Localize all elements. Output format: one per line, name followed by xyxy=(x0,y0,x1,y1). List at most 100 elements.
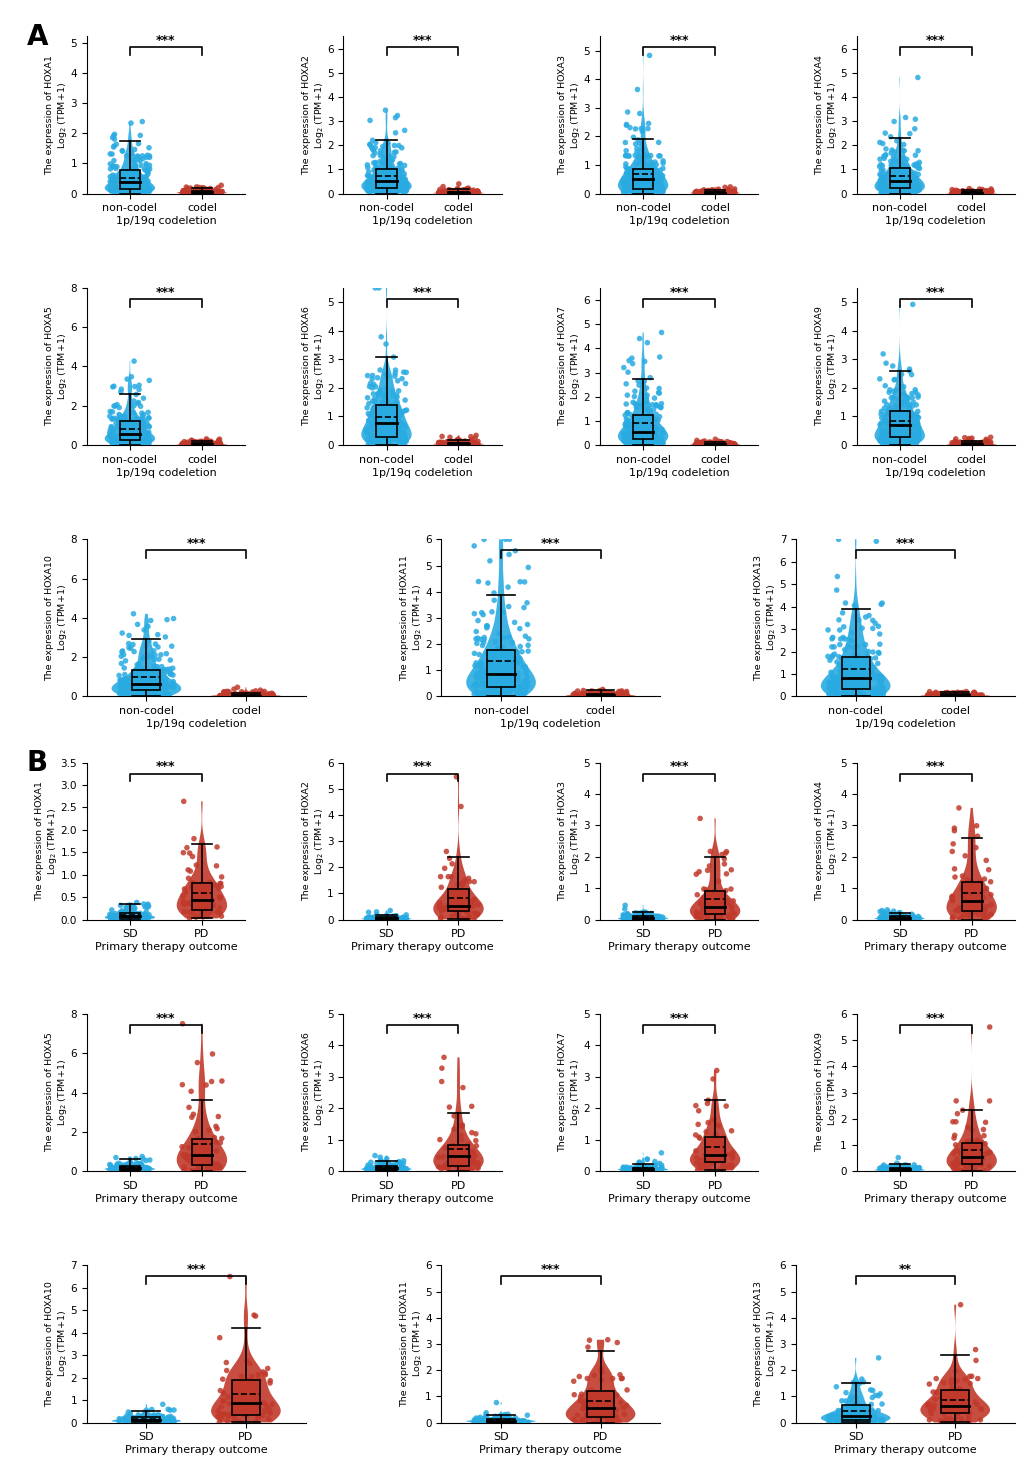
Point xyxy=(359,1157,375,1180)
Point xyxy=(137,1411,153,1434)
Point xyxy=(363,906,379,929)
Point xyxy=(389,906,406,929)
Point xyxy=(182,177,199,200)
Point xyxy=(433,875,449,899)
Point xyxy=(440,432,457,455)
Point xyxy=(126,169,143,193)
Point xyxy=(881,150,898,174)
Point xyxy=(646,1150,662,1173)
Point xyxy=(117,160,133,184)
Point xyxy=(432,432,448,455)
Point xyxy=(103,178,119,201)
Point xyxy=(466,902,482,925)
Point xyxy=(463,890,479,913)
Point xyxy=(853,1367,869,1390)
Point xyxy=(382,1158,398,1182)
Point xyxy=(122,1402,139,1425)
Point xyxy=(436,182,452,206)
Point xyxy=(164,1408,180,1431)
Point xyxy=(623,179,639,203)
Point xyxy=(688,430,704,454)
Point xyxy=(704,1068,720,1091)
Point xyxy=(631,907,647,931)
Point xyxy=(393,907,410,931)
Point xyxy=(726,433,742,457)
Point xyxy=(105,175,121,198)
Point xyxy=(960,182,976,206)
Point xyxy=(451,181,468,204)
Point xyxy=(689,430,705,454)
Point xyxy=(182,433,199,457)
Point xyxy=(109,169,125,193)
Point xyxy=(958,1156,974,1179)
Point xyxy=(448,432,465,455)
Point xyxy=(396,426,413,449)
Point xyxy=(620,144,636,168)
Point xyxy=(248,683,264,706)
Point xyxy=(494,626,511,649)
Point xyxy=(364,368,380,391)
Point xyxy=(875,905,892,928)
Point xyxy=(503,1409,520,1433)
Point xyxy=(909,163,925,187)
Point xyxy=(884,423,901,446)
Point xyxy=(722,897,739,921)
Point xyxy=(381,1157,397,1180)
Point xyxy=(137,420,153,444)
Text: ***: *** xyxy=(540,537,560,550)
Point xyxy=(832,658,848,681)
Point xyxy=(591,1408,607,1431)
Point xyxy=(713,433,730,457)
Point xyxy=(440,181,457,204)
Point xyxy=(514,641,530,664)
Point xyxy=(142,684,158,708)
Point xyxy=(639,172,655,196)
Point xyxy=(213,181,229,204)
Point xyxy=(922,1402,938,1425)
Point xyxy=(199,179,215,203)
Point xyxy=(895,175,911,198)
Point xyxy=(136,619,152,642)
Point xyxy=(882,903,899,926)
Point xyxy=(211,1404,227,1427)
Point xyxy=(465,674,481,697)
Point xyxy=(905,169,921,193)
Point xyxy=(438,433,454,457)
Point xyxy=(376,394,392,417)
Point xyxy=(367,907,383,931)
Point xyxy=(398,398,415,422)
Point xyxy=(189,181,205,204)
Point xyxy=(847,670,863,693)
Point xyxy=(120,172,137,196)
Point xyxy=(138,430,154,454)
Point xyxy=(448,1156,465,1179)
Point xyxy=(852,673,868,696)
Point xyxy=(197,432,213,455)
Point xyxy=(362,175,378,198)
Point xyxy=(695,877,711,900)
Point xyxy=(944,1110,960,1134)
Point xyxy=(360,900,376,924)
Point xyxy=(886,1160,902,1183)
Point xyxy=(449,179,466,203)
Point xyxy=(966,433,982,457)
Point xyxy=(611,1363,628,1386)
Point xyxy=(891,1158,907,1182)
Point xyxy=(154,1409,170,1433)
Point xyxy=(360,907,376,931)
Point xyxy=(711,182,728,206)
Point xyxy=(179,1145,196,1169)
Point xyxy=(458,432,474,455)
Point xyxy=(140,172,156,196)
Point xyxy=(453,433,470,457)
Point xyxy=(633,117,649,140)
Point xyxy=(113,668,129,692)
Point xyxy=(835,1401,851,1424)
Point xyxy=(200,902,216,925)
Point xyxy=(433,432,449,455)
Point xyxy=(460,182,476,206)
Point xyxy=(139,1405,155,1428)
Point xyxy=(242,684,258,708)
Point xyxy=(832,667,848,690)
Point xyxy=(375,907,391,931)
